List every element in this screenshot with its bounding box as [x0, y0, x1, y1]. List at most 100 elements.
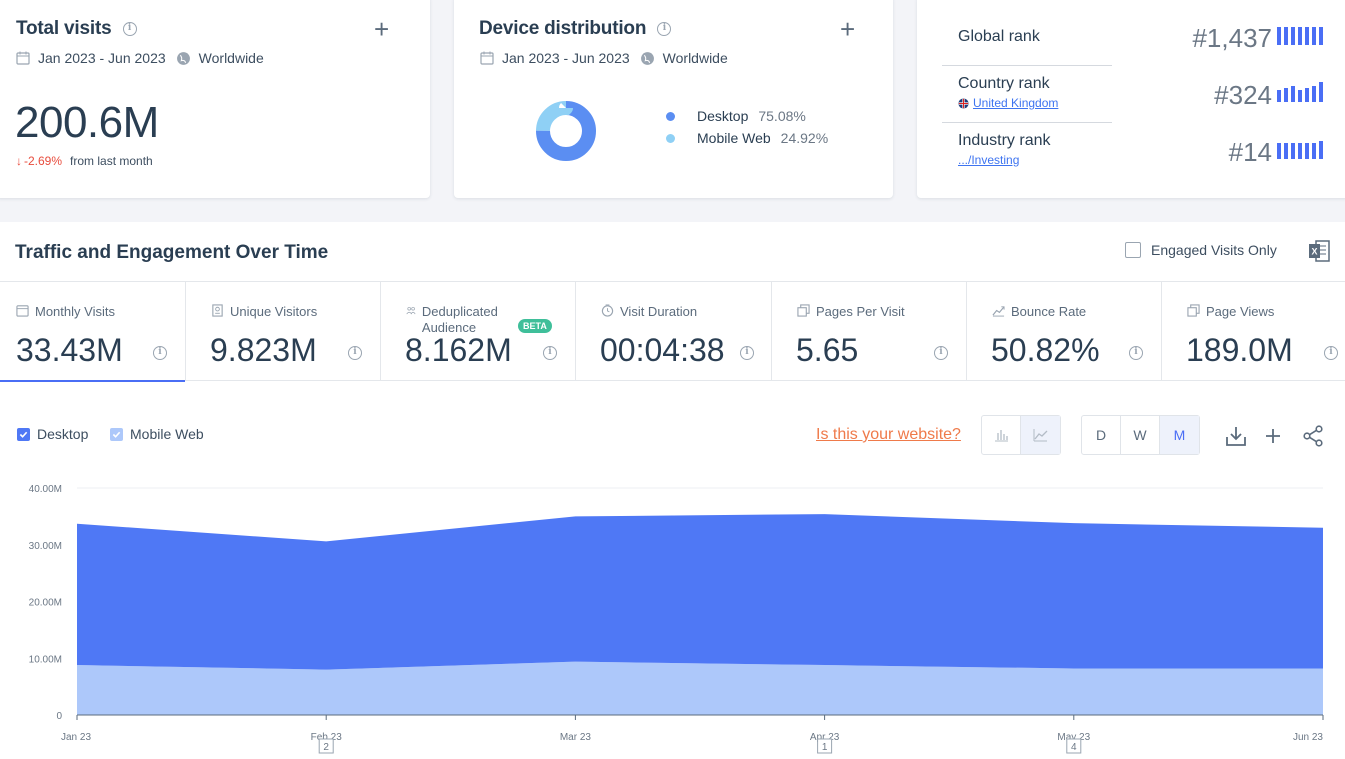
total-visits-title: Total visits i — [16, 18, 137, 40]
annotation-label: 2 — [323, 742, 329, 753]
x-tick-label: Jun 23 — [1293, 732, 1323, 743]
annotation-marker[interactable] — [318, 738, 334, 754]
date-range: Jan 2023 - Jun 2023 — [502, 50, 630, 66]
add-plus-icon[interactable] — [1261, 424, 1285, 448]
total-visits-card: Total visits i + Jan 2023 - Jun 2023 Wor… — [0, 0, 430, 198]
industry-rank-bars — [1277, 141, 1323, 159]
line-chart-button[interactable] — [1021, 416, 1060, 454]
y-tick-label: 30.00M — [29, 541, 62, 552]
chart-type-toggle — [981, 415, 1061, 455]
info-icon[interactable]: i — [657, 21, 672, 36]
info-icon[interactable]: i — [348, 346, 362, 360]
info-icon[interactable]: i — [934, 346, 948, 360]
date-range: Jan 2023 - Jun 2023 — [38, 50, 166, 66]
metric-bounce-rate[interactable]: Bounce Rate 50.82% i — [967, 282, 1162, 381]
device-donut-chart — [536, 101, 596, 161]
globe-icon — [176, 51, 190, 65]
bar-chart-icon — [994, 430, 1008, 442]
download-icon[interactable] — [1224, 424, 1248, 448]
country-rank-label: Country rank — [958, 75, 1050, 92]
add-plus-icon[interactable]: + — [840, 14, 856, 44]
metric-deduplicated-audience[interactable]: Deduplicated Audience BETA 8.162M i — [381, 282, 576, 381]
legend-desktop[interactable]: Desktop — [17, 426, 88, 442]
granularity-day-button[interactable]: D — [1082, 416, 1121, 454]
excel-export-icon[interactable]: X — [1307, 239, 1331, 263]
donut-slice-mobile-web — [536, 101, 596, 161]
date-region-meta: Jan 2023 - Jun 2023 Worldwide — [16, 50, 264, 66]
device-legend-mobile: Mobile Web 24.92% — [666, 130, 828, 146]
device-distribution-title: Device distribution i — [479, 18, 672, 40]
line-chart-icon — [1033, 429, 1048, 442]
info-icon[interactable]: i — [122, 21, 137, 36]
traffic-engagement-section: Traffic and Engagement Over Time Engaged… — [0, 222, 1345, 759]
industry-rank-link[interactable]: .../Investing — [958, 153, 1020, 167]
calendar-icon — [16, 305, 29, 317]
annotation-marker[interactable] — [817, 738, 833, 754]
clock-icon — [601, 304, 614, 317]
total-visits-value: 200.6M — [15, 98, 159, 147]
ranks-card: Global rank #1,437 Country rank United K… — [917, 0, 1345, 198]
y-tick-label: 20.00M — [29, 598, 62, 609]
granularity-month-button[interactable]: M — [1160, 416, 1199, 454]
id-card-icon — [212, 304, 223, 317]
legend-mobile-web[interactable]: Mobile Web — [110, 426, 204, 442]
x-tick-label: Feb 23 — [311, 732, 343, 743]
metrics-row: Monthly Visits 33.43M i Unique Visitors … — [0, 281, 1345, 382]
annotation-marker[interactable] — [1066, 738, 1082, 754]
area-desktop — [77, 514, 1323, 670]
desktop-checkbox[interactable] — [17, 427, 30, 441]
info-icon[interactable]: i — [153, 346, 167, 360]
info-icon[interactable]: i — [543, 346, 557, 360]
metric-page-views[interactable]: Page Views 189.0M i — [1162, 282, 1345, 381]
bar-chart-button[interactable] — [982, 416, 1021, 454]
granularity-toggle: D W M — [1081, 415, 1200, 455]
annotation-label: 1 — [822, 742, 828, 753]
metric-pages-per-visit[interactable]: Pages Per Visit 5.65 i — [772, 282, 967, 381]
desktop-dot — [666, 111, 675, 121]
x-tick-label: Jan 23 — [61, 732, 91, 743]
metric-unique-visitors[interactable]: Unique Visitors 9.823M i — [186, 282, 381, 381]
beta-badge: BETA — [518, 319, 552, 333]
country-rank-value: #324 — [1214, 80, 1272, 110]
total-visits-change: ↓ -2.69% from last month — [16, 154, 153, 168]
engaged-visits-toggle[interactable]: Engaged Visits Only — [1125, 242, 1277, 258]
info-icon[interactable]: i — [740, 346, 754, 360]
info-icon[interactable]: i — [1129, 346, 1143, 360]
industry-rank-label: Industry rank — [958, 132, 1051, 149]
globe-icon — [640, 51, 654, 65]
uk-flag-icon — [958, 97, 969, 109]
granularity-week-button[interactable]: W — [1121, 416, 1160, 454]
engaged-checkbox[interactable] — [1125, 242, 1141, 258]
divider — [942, 122, 1112, 123]
mobile-dot — [666, 133, 675, 143]
metric-visit-duration[interactable]: Visit Duration 00:04:38 i — [576, 282, 772, 381]
date-region-meta: Jan 2023 - Jun 2023 Worldwide — [480, 50, 728, 66]
traffic-area-chart: 0 10.00M 20.00M 30.00M 40.00M Jan 23 Feb 23 Mar… — [29, 484, 1324, 754]
industry-rank-value: #14 — [1228, 137, 1272, 167]
region: Worldwide — [662, 50, 728, 66]
annotation-label: 4 — [1071, 742, 1077, 753]
country-rank-bars — [1277, 82, 1323, 102]
mobile-web-checkbox[interactable] — [110, 427, 123, 441]
pages-icon — [797, 304, 810, 317]
global-rank-label: Global rank — [958, 28, 1040, 45]
y-tick-label: 0 — [56, 711, 62, 722]
device-legend-desktop: Desktop 75.08% — [666, 108, 806, 124]
y-tick-label: 10.00M — [29, 654, 62, 665]
calendar-icon — [16, 51, 30, 65]
info-icon[interactable]: i — [1324, 346, 1338, 360]
add-plus-icon[interactable]: + — [374, 14, 390, 44]
change-suffix: from last month — [70, 154, 153, 168]
section-title: Traffic and Engagement Over Time — [15, 242, 329, 263]
metric-monthly-visits[interactable]: Monthly Visits 33.43M i — [0, 282, 186, 382]
pages-icon — [1187, 304, 1200, 317]
global-rank-value: #1,437 — [1192, 23, 1272, 53]
y-tick-label: 40.00M — [29, 484, 62, 495]
x-tick-label: Mar 23 — [560, 732, 592, 743]
region: Worldwide — [198, 50, 264, 66]
share-icon[interactable] — [1301, 424, 1325, 448]
x-tick-label: May 23 — [1057, 732, 1090, 743]
country-rank-link[interactable]: United Kingdom — [958, 96, 1058, 110]
global-rank-bars — [1277, 27, 1323, 45]
is-this-your-website-link[interactable]: Is this your website? — [816, 426, 961, 443]
